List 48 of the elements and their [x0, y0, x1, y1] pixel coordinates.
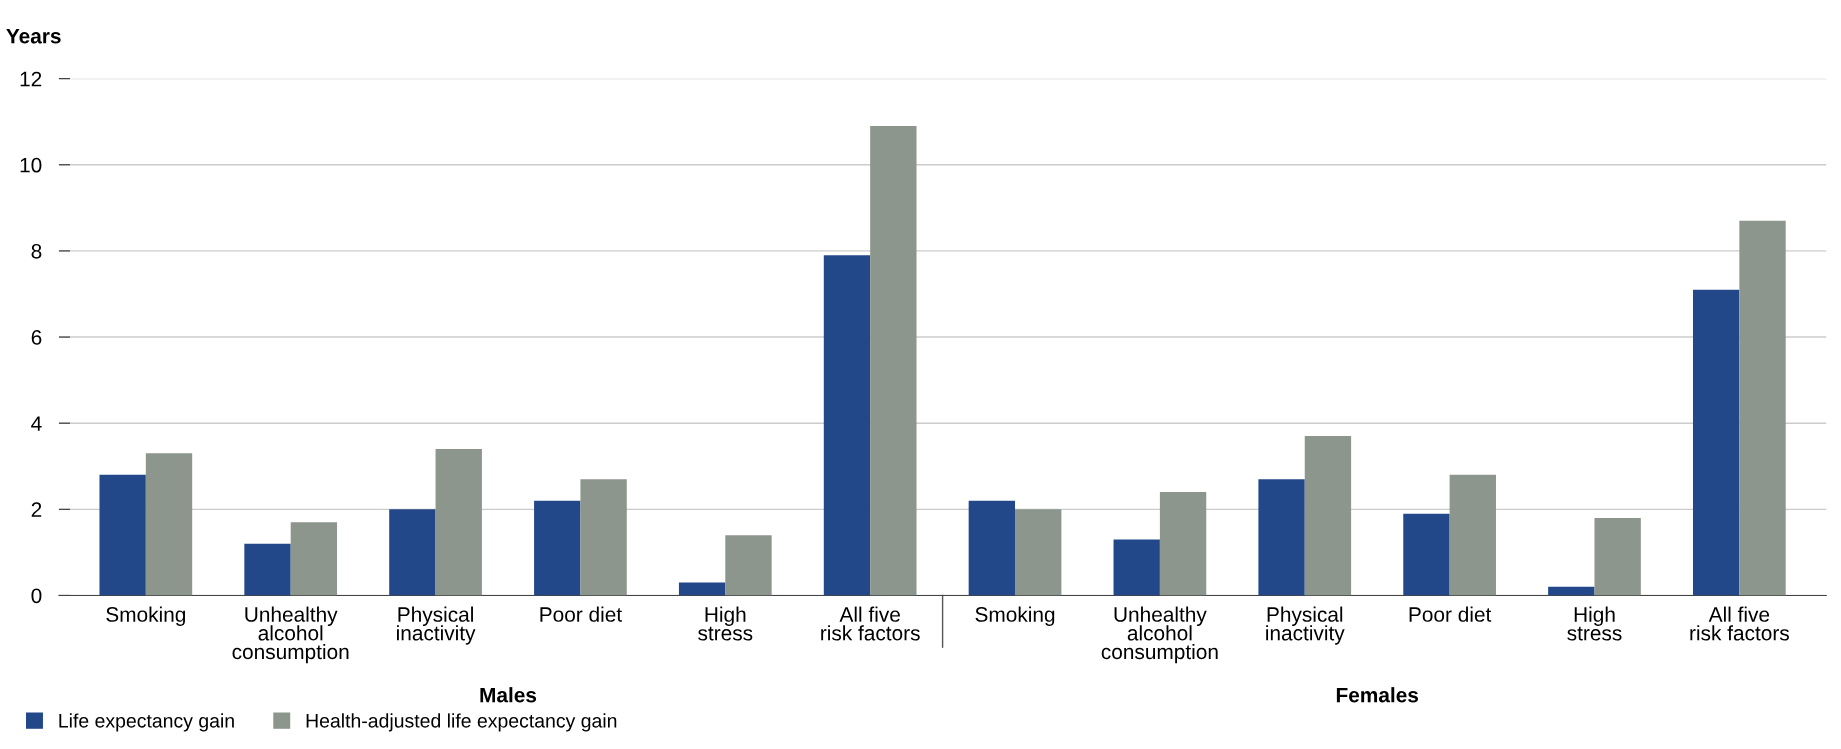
- y-axis-title: Years: [6, 28, 61, 44]
- bar: [1113, 539, 1160, 596]
- bar: [145, 453, 193, 596]
- bar: [678, 582, 726, 596]
- x-tick-label: Poor diet: [540, 606, 622, 622]
- bar: [1159, 492, 1207, 596]
- bar: [1015, 509, 1062, 596]
- x-tick-label: Unhealthy alcohol consumption: [1101, 606, 1218, 664]
- x-tick-label: Physical inactivity: [1266, 606, 1345, 645]
- legend-label: Health-adjusted life expectancy gain: [306, 713, 617, 732]
- bar: [1548, 586, 1595, 596]
- y-tick-label: 0: [31, 588, 42, 604]
- y-tick-label: 12: [20, 71, 42, 87]
- bar: [99, 474, 146, 596]
- x-tick-label: Unhealthy alcohol consumption: [232, 606, 349, 664]
- bar: [1258, 479, 1305, 596]
- x-tick-label: Smoking: [975, 606, 1055, 626]
- x-tick-label: High stress: [1567, 606, 1622, 641]
- bar: [580, 479, 627, 596]
- text: Males: [480, 687, 537, 703]
- text: Females: [1336, 687, 1419, 703]
- bar: [389, 509, 436, 596]
- y-tick-label: 8: [31, 243, 42, 259]
- x-tick-label: Poor diet: [1409, 606, 1492, 622]
- bar: [870, 126, 917, 596]
- bar: [1449, 474, 1496, 596]
- legend-label: Life expectancy gain: [59, 713, 234, 732]
- x-tick-label: Physical inactivity: [397, 606, 476, 645]
- bar: [725, 535, 772, 596]
- x-tick-label: All five risk factors: [821, 606, 920, 641]
- bar: [1693, 289, 1740, 596]
- bar: [968, 500, 1016, 596]
- x-tick-label: High stress: [698, 606, 753, 641]
- bar: [534, 500, 581, 596]
- bar: [290, 522, 338, 596]
- bar: [823, 255, 871, 596]
- bar: [1594, 517, 1641, 596]
- y-tick-label: 6: [31, 330, 42, 345]
- x-tick-label: Smoking: [106, 606, 186, 626]
- y-tick-label: 2: [31, 502, 42, 517]
- bar: [1403, 513, 1450, 596]
- x-tick-label: All five risk factors: [1690, 606, 1789, 641]
- bar: [1739, 220, 1786, 596]
- y-tick-label: 10: [20, 157, 42, 173]
- bar: [435, 449, 482, 596]
- bar: [1304, 436, 1352, 596]
- y-tick-label: 4: [31, 416, 42, 431]
- bar: [244, 543, 291, 596]
